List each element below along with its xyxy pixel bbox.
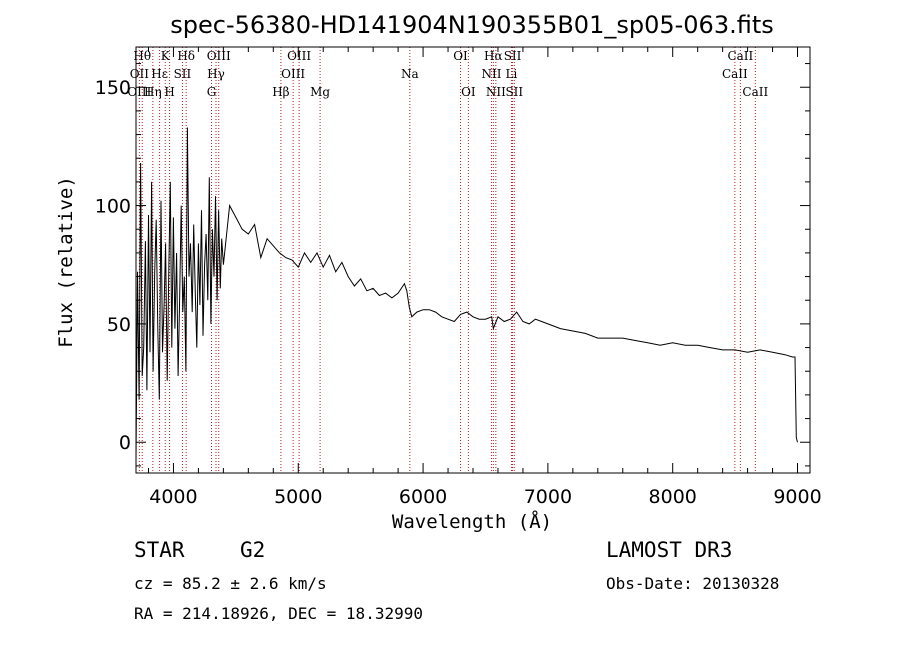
spectral-line-label: K <box>161 49 171 63</box>
y-tick-label: 150 <box>95 77 131 99</box>
coordinates: RA = 214.18926, DEC = 18.32990 <box>134 604 423 623</box>
spectral-line-label: OI <box>461 85 476 99</box>
spectral-line-label: CaII <box>742 85 768 99</box>
spectral-line-label: OI <box>453 49 468 63</box>
x-tick-label: 9000 <box>773 486 821 508</box>
spectral-line-label: SII <box>505 85 523 99</box>
survey-name: LAMOST DR3 <box>606 538 733 562</box>
spectral-line-label: Mg <box>310 85 330 99</box>
spectral-line-label: CaII <box>722 67 748 81</box>
spectrum-line <box>135 127 798 462</box>
redshift-cz: cz = 85.2 ± 2.6 km/s <box>134 574 327 593</box>
spectral-line-label: H <box>164 85 174 99</box>
spectral-line-label: Hθ <box>133 49 151 63</box>
spectral-line-label: Hδ <box>177 49 195 63</box>
spectral-line-label: OII <box>130 67 150 81</box>
spectral-line-label: SII <box>174 67 192 81</box>
plot-frame <box>135 46 811 474</box>
spectral-line-label: OIII <box>207 49 231 63</box>
y-axis-label: Flux (relative) <box>55 176 77 348</box>
spectral-line-label: CaII <box>727 49 753 63</box>
spectral-line-label: Hβ <box>272 85 289 99</box>
spectral-subclass: G2 <box>240 538 266 562</box>
x-tick-label: 5000 <box>274 486 322 508</box>
chart-title: spec-56380-HD141904N190355B01_sp05-063.f… <box>170 11 774 39</box>
x-axis-label: Wavelength (Å) <box>392 510 552 533</box>
spectral-line-label: Hγ <box>207 67 225 81</box>
spectral-line-label: Hα <box>484 49 503 63</box>
spectral-line-label: G <box>207 85 217 99</box>
spectral-line-label: Li <box>506 67 518 81</box>
y-tick-label: 50 <box>107 314 131 336</box>
object-type: STAR <box>134 538 185 562</box>
x-tick-label: 6000 <box>399 486 447 508</box>
axis-ticks: 4000 5000 6000 7000 8000 9000 0 50 100 150 <box>95 47 822 508</box>
spectral-line-label: OIII <box>287 49 311 63</box>
spectral-line-label: OIII <box>127 85 151 99</box>
spectral-line-label: Na <box>401 67 419 81</box>
y-tick-label: 100 <box>95 196 131 218</box>
x-tick-label: 4000 <box>149 486 197 508</box>
spectral-line-label: Hη <box>144 85 162 99</box>
spectral-line-label: SII <box>504 49 522 63</box>
spectral-line-markers <box>138 47 756 473</box>
x-tick-label: 8000 <box>649 486 697 508</box>
spectral-line-label: OIII <box>281 67 305 81</box>
spectral-line-label: Hε <box>151 67 168 81</box>
spectral-line-labels: Hθ OII OIII K Hε Hη H Hδ SII OIII Hγ G Hβ OIII OIII Mg N… <box>127 49 768 99</box>
observation-date: Obs-Date: 20130328 <box>606 574 780 593</box>
spectral-line-label: NII <box>486 85 506 99</box>
x-tick-label: 7000 <box>524 486 572 508</box>
y-tick-label: 0 <box>119 432 131 454</box>
spectral-line-label: NII <box>481 67 501 81</box>
